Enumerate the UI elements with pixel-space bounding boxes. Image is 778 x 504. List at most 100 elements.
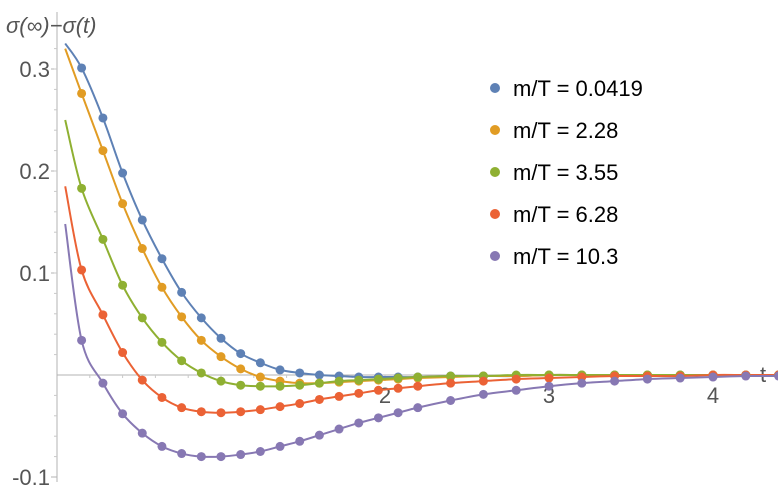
data-point [177, 449, 187, 459]
data-point [77, 183, 87, 193]
data-point [157, 392, 167, 402]
data-point [295, 436, 305, 446]
data-point [511, 385, 521, 395]
data-point [295, 368, 305, 378]
data-point [373, 374, 383, 384]
data-point [334, 391, 344, 401]
data-point [255, 358, 265, 368]
data-point [314, 378, 324, 388]
data-point [275, 402, 285, 412]
data-point [98, 234, 108, 244]
y-tick-label: -0.1 [12, 465, 50, 490]
data-point [157, 441, 167, 451]
data-point [275, 441, 285, 451]
data-point [118, 168, 128, 178]
series-lines [64, 42, 778, 458]
data-point [98, 310, 108, 320]
ticks: 2345-0.10.10.20.3 [12, 48, 747, 490]
data-point [236, 450, 246, 460]
data-point [216, 408, 226, 418]
data-point [118, 199, 128, 209]
data-point [577, 378, 587, 388]
data-point [446, 371, 456, 381]
legend-label-0: m/T = 0.0419 [513, 76, 643, 101]
data-point [314, 430, 324, 440]
data-point [98, 146, 108, 156]
data-point [255, 405, 265, 415]
legend-label-4: m/T = 10.3 [513, 244, 618, 269]
data-point [446, 378, 456, 388]
series-points [77, 63, 778, 462]
series-line-3 [64, 186, 778, 414]
legend-label-2: m/T = 3.55 [513, 160, 618, 185]
data-point [314, 370, 324, 380]
data-point [177, 356, 187, 366]
data-point [334, 376, 344, 386]
data-point [137, 244, 147, 254]
data-point [216, 352, 226, 362]
data-point [478, 389, 488, 399]
data-point [196, 407, 206, 417]
data-point [446, 396, 456, 405]
data-point [77, 63, 87, 73]
data-point [314, 394, 324, 404]
data-point [216, 333, 226, 343]
data-point [157, 337, 167, 347]
series-line-4 [64, 223, 778, 458]
data-point [216, 452, 226, 462]
data-point [413, 381, 423, 391]
data-point [77, 265, 87, 275]
legend-marker-4 [490, 251, 500, 261]
data-point [478, 376, 488, 386]
data-point [544, 373, 554, 383]
y-tick-label: 0.3 [19, 57, 50, 82]
data-point [98, 378, 108, 388]
data-point [610, 376, 620, 386]
data-point [196, 313, 206, 323]
data-point [118, 280, 128, 290]
data-point [236, 349, 246, 359]
data-point [393, 408, 403, 418]
series-line-2 [64, 119, 778, 388]
data-point [216, 376, 226, 386]
data-point [236, 407, 246, 417]
data-point [413, 403, 423, 413]
data-point [98, 113, 108, 123]
data-point [354, 375, 364, 385]
data-point [511, 374, 521, 384]
data-point [393, 373, 403, 383]
data-point [675, 373, 685, 383]
data-point [118, 348, 128, 358]
data-point [137, 375, 147, 385]
legend-label-1: m/T = 2.28 [513, 118, 618, 143]
data-point [196, 335, 206, 345]
data-point [196, 368, 206, 378]
legend-marker-1 [490, 125, 500, 135]
data-point [642, 374, 652, 384]
data-point [373, 385, 383, 395]
data-point [137, 313, 147, 323]
data-point [255, 372, 265, 382]
data-point [354, 418, 364, 428]
data-point [157, 254, 167, 264]
y-axis-label: σ(∞)−σ(t) [6, 13, 96, 38]
y-tick-label: 0.2 [19, 159, 50, 184]
data-point [177, 287, 187, 297]
series-line-1 [64, 48, 778, 385]
data-point [295, 380, 305, 390]
data-point [177, 312, 187, 322]
data-point [393, 383, 403, 393]
legend-marker-3 [490, 209, 500, 219]
data-point [354, 388, 364, 398]
legend-marker-2 [490, 167, 500, 177]
series-line-0 [64, 42, 778, 379]
data-point [295, 399, 305, 409]
data-point [118, 409, 128, 419]
data-point [275, 381, 285, 391]
data-point [774, 371, 778, 381]
data-point [373, 413, 383, 423]
data-point [275, 365, 285, 375]
data-point [157, 282, 167, 292]
data-point [236, 364, 246, 374]
